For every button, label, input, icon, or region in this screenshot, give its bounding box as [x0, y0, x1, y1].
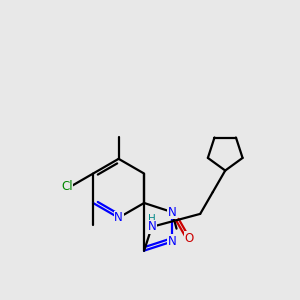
Text: N: N — [114, 211, 123, 224]
Text: Cl: Cl — [61, 180, 73, 193]
Text: O: O — [184, 232, 194, 245]
Text: N: N — [168, 206, 176, 219]
Text: H: H — [148, 214, 156, 224]
Text: N: N — [148, 220, 156, 233]
Text: N: N — [168, 235, 176, 248]
